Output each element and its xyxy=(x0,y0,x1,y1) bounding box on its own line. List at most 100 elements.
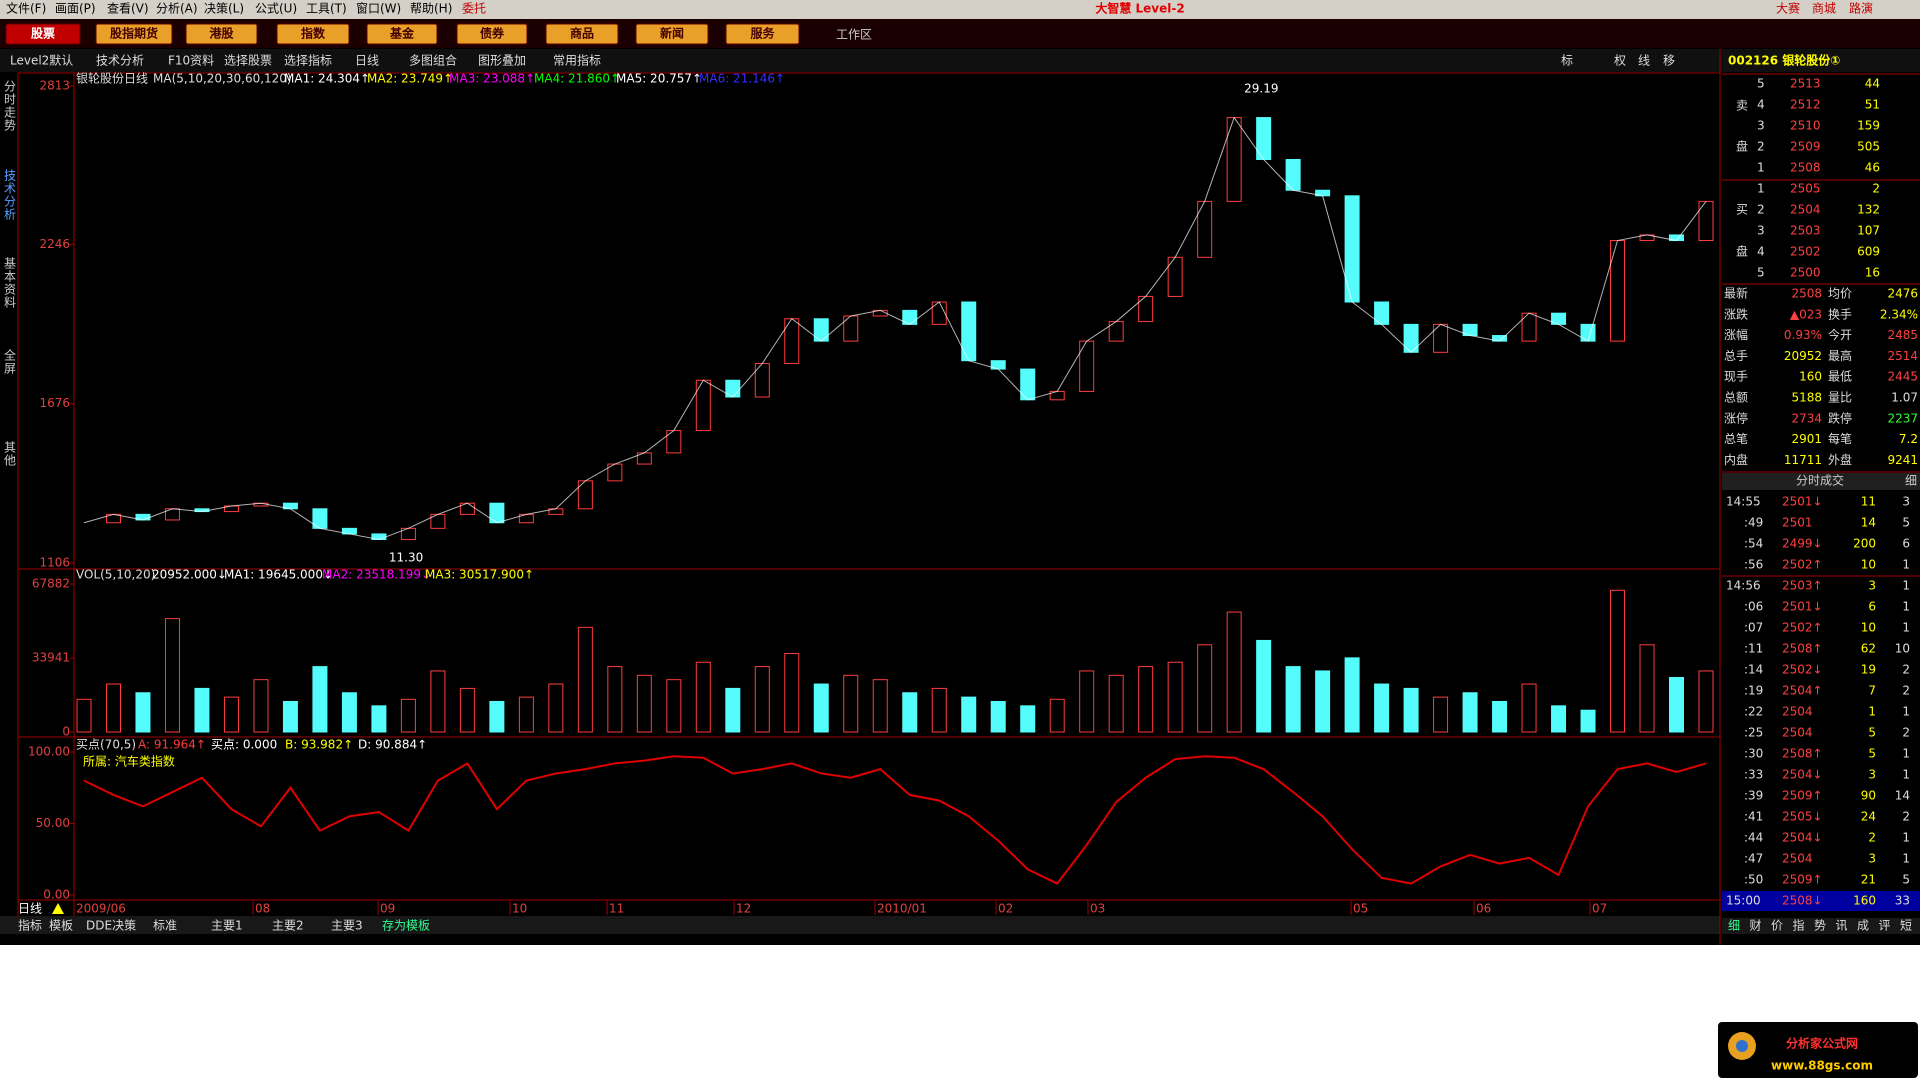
bottom-tab[interactable]: 存为模板 xyxy=(382,919,430,933)
bottom-tab[interactable]: 主要2 xyxy=(272,919,304,933)
right-tab[interactable]: 价 xyxy=(1771,919,1783,933)
tab-button[interactable] xyxy=(366,23,438,45)
volume-bar xyxy=(1049,698,1065,733)
tab-button[interactable] xyxy=(725,23,800,45)
menu-item[interactable]: 文件(F) xyxy=(6,1,46,16)
bottom-tab[interactable]: 主要3 xyxy=(331,919,363,933)
side-tab[interactable]: 基本资料 xyxy=(3,257,17,309)
toolbar-item[interactable]: 多图组合 xyxy=(409,53,457,68)
book-level: 3 xyxy=(1757,224,1765,238)
trade-count: 1 xyxy=(1902,579,1910,593)
tab-button[interactable] xyxy=(95,23,173,45)
tab-label: 商品 xyxy=(570,26,594,41)
volume-bar xyxy=(1197,644,1213,733)
stat-value: 2237 xyxy=(1887,411,1918,425)
side-tab[interactable]: 分时走势 xyxy=(3,80,17,132)
trade-count: 2 xyxy=(1902,663,1910,677)
menu-item[interactable]: 画面(P) xyxy=(55,2,96,16)
top-link[interactable]: 路演 xyxy=(1849,1,1873,16)
volume-bar xyxy=(430,670,446,733)
right-tab[interactable]: 成 xyxy=(1857,919,1869,933)
volume-bar xyxy=(1226,611,1242,733)
bottom-tab[interactable]: 指标 xyxy=(18,918,42,933)
bottom-tab[interactable]: 标准 xyxy=(153,919,177,933)
volume-bar xyxy=(1079,670,1095,733)
menu-item[interactable]: 委托 xyxy=(462,2,486,16)
trade-count: 1 xyxy=(1902,600,1910,614)
bottom-tab[interactable]: DDE决策 xyxy=(86,919,136,933)
indicator-value: MA1: 24.304↑ xyxy=(284,72,370,86)
tab-button[interactable] xyxy=(185,23,258,45)
right-tab[interactable]: 财 xyxy=(1750,919,1762,933)
trade-price: 2504 xyxy=(1782,705,1813,719)
toolbar-item[interactable]: 技术分析 xyxy=(96,54,144,68)
book-price: 2503 xyxy=(1790,224,1821,238)
date-label: 12 xyxy=(736,902,751,916)
trade-price: 2503↑ xyxy=(1782,579,1823,593)
stat-value: 11711 xyxy=(1784,453,1822,467)
top-link[interactable]: 大赛 xyxy=(1776,1,1800,16)
tab-button[interactable] xyxy=(545,23,619,45)
toolbar-item[interactable]: F10资料 xyxy=(168,54,214,68)
menu-item[interactable]: 帮助(H) xyxy=(410,2,452,16)
right-tab[interactable]: 细 xyxy=(1728,919,1740,933)
volume-bar xyxy=(459,687,475,733)
book-level: 2 xyxy=(1757,203,1765,217)
volume-bar xyxy=(990,700,1006,733)
volume-bar xyxy=(784,653,800,733)
menu-item[interactable]: 窗口(W) xyxy=(356,2,401,16)
toolbar-icon[interactable]: 标 xyxy=(1561,54,1573,68)
toolbar-item[interactable]: 图形叠加 xyxy=(478,54,526,68)
volume-bar xyxy=(223,696,239,733)
menu-item[interactable]: 决策(L) xyxy=(204,2,244,16)
book-volume: 132 xyxy=(1857,203,1880,217)
toolbar-icon[interactable]: 线 xyxy=(1638,54,1650,68)
trades-more[interactable]: 细 xyxy=(1905,474,1917,488)
side-tab[interactable]: 技术分析 xyxy=(3,169,17,221)
y-tick-label: 2246 xyxy=(39,237,70,251)
right-tab[interactable]: 短 xyxy=(1900,919,1912,933)
side-tab[interactable]: 其他 xyxy=(3,441,17,467)
book-volume: 609 xyxy=(1857,245,1880,259)
toolbar-item[interactable]: 选择指标 xyxy=(284,53,332,68)
toolbar-item[interactable]: Level2默认 xyxy=(10,53,73,68)
book-label: 盘 xyxy=(1736,139,1748,154)
menu-item[interactable]: 分析(A) xyxy=(156,2,198,16)
toolbar-icon[interactable]: 权 xyxy=(1614,54,1626,68)
menu-item[interactable]: 查看(V) xyxy=(107,2,149,16)
book-price: 2512 xyxy=(1790,98,1821,112)
toolbar-icon[interactable]: 移 xyxy=(1663,54,1675,68)
right-tab[interactable]: 讯 xyxy=(1836,919,1848,933)
trade-volume: 200 xyxy=(1853,537,1876,551)
date-label: 02 xyxy=(998,902,1013,916)
trade-price: 2501 xyxy=(1782,516,1813,530)
trade-count: 5 xyxy=(1902,516,1910,530)
menu-item[interactable]: 工具(T) xyxy=(306,2,347,16)
tab-button[interactable] xyxy=(635,23,709,45)
tab-button[interactable] xyxy=(5,23,81,45)
stat-value: 0.93% xyxy=(1784,328,1822,342)
bottom-tab[interactable]: 模板 xyxy=(49,919,73,933)
right-tab[interactable]: 评 xyxy=(1879,919,1891,933)
volume-bar xyxy=(518,696,534,733)
side-tab[interactable]: 全屏 xyxy=(3,348,17,375)
trade-count: 5 xyxy=(1902,873,1910,887)
trade-volume: 5 xyxy=(1868,726,1876,740)
toolbar-item[interactable]: 常用指标 xyxy=(553,53,601,68)
tab-button[interactable] xyxy=(456,23,528,45)
toolbar-item[interactable]: 选择股票 xyxy=(224,54,272,68)
toolbar-item[interactable]: 日线 xyxy=(355,54,379,68)
top-link[interactable]: 商城 xyxy=(1812,1,1836,16)
right-tab[interactable]: 指 xyxy=(1793,918,1805,933)
tab-button[interactable] xyxy=(276,23,350,45)
right-tab[interactable]: 势 xyxy=(1814,919,1826,933)
panel-title: 买点(70,5) xyxy=(76,738,136,752)
menu-item[interactable]: 公式(U) xyxy=(255,2,297,16)
stat-label: 总额 xyxy=(1724,391,1748,405)
workspace-tab[interactable]: 工作区 xyxy=(836,28,872,42)
bottom-tab[interactable]: 主要1 xyxy=(211,919,243,933)
volume-bar xyxy=(312,666,328,733)
volume-bar xyxy=(1256,639,1272,733)
book-price: 2505 xyxy=(1790,182,1821,196)
y-tick-label: 0 xyxy=(62,725,70,739)
